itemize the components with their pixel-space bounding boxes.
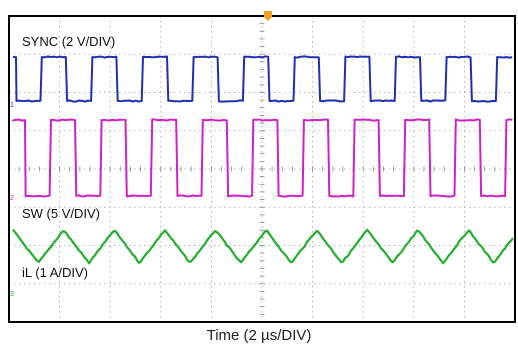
sync-waveform	[12, 55, 513, 103]
channel-3-marker: 3	[10, 291, 14, 298]
scope-grid	[8, 15, 516, 323]
channel-2-marker: 2	[10, 195, 14, 202]
sync-label: SYNC (2 V/DIV)	[22, 34, 115, 49]
channel-1-marker: 1	[10, 102, 14, 109]
sw-waveform	[12, 118, 513, 198]
sw-label: SW (5 V/DIV)	[22, 206, 100, 221]
trigger-marker	[264, 11, 272, 21]
waveforms	[12, 55, 514, 265]
il-label: iL (1 A/DIV)	[22, 265, 88, 280]
time-axis-label: Time (2 µs/DIV)	[206, 327, 312, 344]
scope-frame	[8, 15, 516, 323]
il-waveform	[12, 228, 514, 265]
